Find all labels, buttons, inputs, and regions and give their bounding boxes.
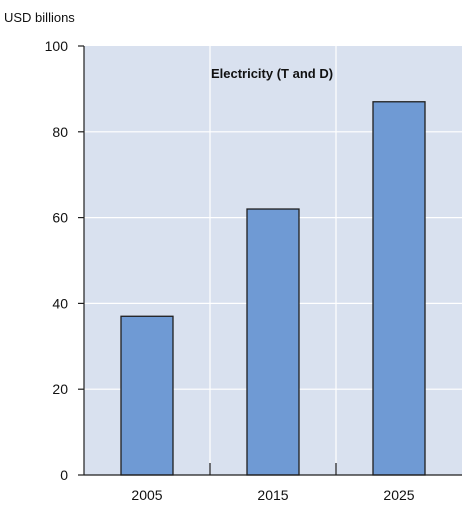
x-tick-labels: 2005 2015 2025 bbox=[131, 487, 414, 503]
y-tick-label-20: 20 bbox=[52, 381, 68, 397]
y-tick-label-40: 40 bbox=[52, 295, 68, 311]
chart-title: Electricity (T and D) bbox=[211, 66, 333, 81]
y-tick-label-80: 80 bbox=[52, 124, 68, 140]
x-tick-label-2025: 2025 bbox=[383, 487, 414, 503]
bar-2005 bbox=[120, 315, 174, 476]
axes bbox=[78, 45, 462, 476]
y-tick-label-0: 0 bbox=[60, 467, 68, 483]
y-tick-label-60: 60 bbox=[52, 210, 68, 226]
bar-2015 bbox=[246, 208, 300, 476]
bar-2025 bbox=[372, 101, 426, 476]
y-tick-label-100: 100 bbox=[45, 38, 69, 54]
bars bbox=[120, 101, 426, 476]
y-tick-labels: 0 20 40 60 80 100 bbox=[45, 38, 69, 483]
x-tick-label-2015: 2015 bbox=[257, 487, 288, 503]
y-axis-label: USD billions bbox=[4, 10, 75, 25]
x-tick-label-2005: 2005 bbox=[131, 487, 162, 503]
